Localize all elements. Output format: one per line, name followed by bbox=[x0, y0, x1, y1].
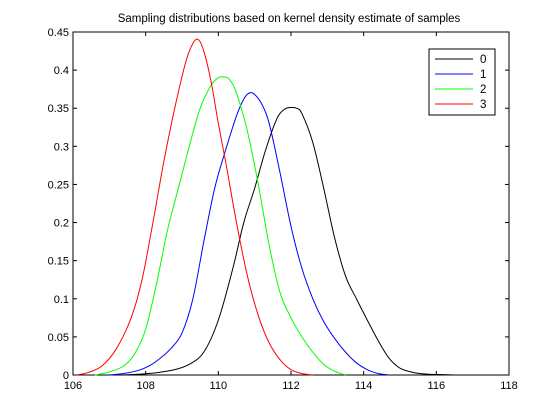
y-tick-label: 0.1 bbox=[54, 294, 69, 306]
legend-label-1: 1 bbox=[480, 69, 486, 81]
y-tick-label: 0.3 bbox=[54, 141, 69, 153]
y-tick-label: 0.2 bbox=[54, 218, 69, 230]
x-tick-label: 108 bbox=[136, 380, 154, 392]
legend-label-3: 3 bbox=[480, 99, 486, 111]
series-line-2 bbox=[94, 76, 346, 376]
y-tick-label: 0.05 bbox=[48, 332, 69, 344]
axis-ticks bbox=[72, 31, 510, 376]
y-tick-label: 0.25 bbox=[48, 179, 69, 191]
x-tick-label: 110 bbox=[210, 380, 228, 392]
series-line-0 bbox=[120, 106, 455, 376]
legend-label-0: 0 bbox=[480, 54, 486, 66]
y-tick-labels: 0 0.05 0.1 0.15 0.2 0.25 0.3 0.35 0.4 0.45 bbox=[48, 27, 69, 382]
x-tick-label: 106 bbox=[64, 380, 82, 392]
y-tick-label: 0.15 bbox=[48, 256, 69, 268]
y-tick-label: 0.45 bbox=[48, 27, 69, 39]
chart-title: Sampling distributions based on kernel d… bbox=[118, 13, 461, 25]
y-tick-label: 0.35 bbox=[48, 103, 69, 115]
x-tick-label: 112 bbox=[282, 380, 300, 392]
series-lines bbox=[76, 38, 455, 376]
series-line-3 bbox=[76, 38, 313, 376]
x-tick-label: 118 bbox=[500, 380, 518, 392]
x-tick-label: 116 bbox=[428, 380, 446, 392]
x-tick-label: 114 bbox=[355, 380, 373, 392]
legend-label-2: 2 bbox=[480, 84, 486, 96]
y-tick-label: 0 bbox=[63, 370, 69, 382]
y-tick-label: 0.4 bbox=[54, 65, 69, 77]
x-tick-labels: 106 108 110 112 114 116 118 bbox=[64, 380, 518, 392]
series-line-1 bbox=[109, 92, 390, 376]
legend: 0 1 2 3 bbox=[428, 48, 496, 116]
